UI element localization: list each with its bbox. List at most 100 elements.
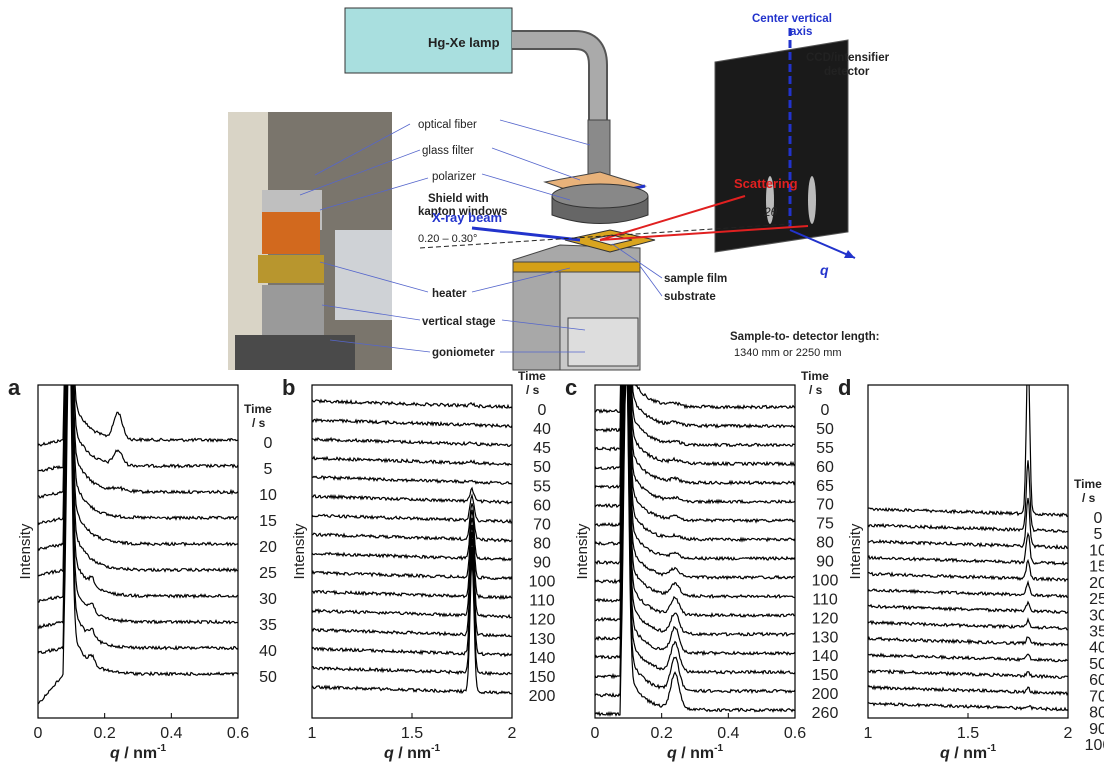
time-header: Time <box>518 369 546 383</box>
x-tick-label: 1.5 <box>401 725 423 742</box>
x-tick-label: 0 <box>34 725 43 742</box>
x-axis-label: q / nm-1 <box>667 743 723 762</box>
y-axis-label: Intensity <box>291 523 308 579</box>
spectrum-curve <box>38 292 238 654</box>
time-label: 90 <box>533 555 551 572</box>
time-label: 140 <box>812 648 839 665</box>
spectrum-curve <box>868 602 1068 613</box>
time-label: 80 <box>816 535 834 552</box>
time-label: 140 <box>529 650 556 667</box>
x-label-unit: / nm <box>120 745 157 762</box>
label: 1340 mm or 2250 mm <box>734 347 842 359</box>
time-label: 35 <box>259 617 277 634</box>
time-label: 55 <box>816 440 834 457</box>
x-label-exponent: -1 <box>987 743 996 754</box>
time-label: 40 <box>1089 640 1104 657</box>
time-label: 90 <box>816 554 834 571</box>
x-tick-label: 1 <box>864 725 873 742</box>
label: Sample-to- detector length: <box>730 331 880 343</box>
spectrum-panel: bIntensity11.52q / nm-1Time/ s0404550556… <box>282 369 555 762</box>
figure: Hg-Xe lamp optical fiber glass filter po… <box>0 0 1104 783</box>
label: CCD/intensifier <box>806 52 890 64</box>
photo-detail <box>235 335 355 370</box>
label: Center vertical <box>752 13 832 25</box>
time-label: 35 <box>1089 624 1104 641</box>
label: Shield with <box>428 193 489 205</box>
x-tick-label: 1.5 <box>957 725 979 742</box>
label: q <box>820 262 829 278</box>
label: optical fiber <box>418 119 477 131</box>
time-label: 20 <box>1089 575 1104 592</box>
x-label-symbol: q <box>384 745 394 762</box>
time-label: 55 <box>533 478 551 495</box>
leader-line <box>482 174 570 200</box>
time-label: 15 <box>1089 559 1104 576</box>
spectrum-curve <box>868 637 1068 645</box>
heater-layer <box>513 262 640 272</box>
plot-frame <box>312 385 512 718</box>
plot-frame <box>38 385 238 718</box>
time-label: 120 <box>529 612 556 629</box>
label: axis <box>790 26 812 38</box>
time-label: 50 <box>533 459 551 476</box>
plot-frame <box>868 385 1068 718</box>
y-axis-label: Intensity <box>17 523 34 579</box>
time-label: 30 <box>1089 607 1104 624</box>
label: 2θ <box>763 205 778 219</box>
photo-detail <box>258 255 324 283</box>
fiber-end <box>588 120 610 175</box>
time-header: / s <box>526 383 540 397</box>
fiber <box>512 40 598 125</box>
time-label: 50 <box>259 669 277 686</box>
panels: aIntensity00.20.40.6q / nm-1Time/ s05101… <box>8 59 1104 762</box>
time-label: 100 <box>529 574 556 591</box>
time-label: 0 <box>1094 510 1103 527</box>
time-label: 0 <box>821 402 830 419</box>
spectrum-curve <box>868 498 1068 549</box>
panel-label: d <box>838 375 851 400</box>
time-label: 260 <box>812 705 839 722</box>
panel-label: b <box>282 375 295 400</box>
goniometer-part <box>568 318 638 366</box>
time-label: 200 <box>812 686 839 703</box>
spectrum-curve <box>312 476 512 484</box>
lamp-label: Hg-Xe lamp <box>428 35 500 50</box>
x-tick-label: 0 <box>591 725 600 742</box>
time-label: 70 <box>1089 688 1104 705</box>
label: substrate <box>664 291 716 303</box>
time-label: 60 <box>1089 672 1104 689</box>
spectrum-curve <box>312 457 512 466</box>
x-label-exponent: -1 <box>431 743 440 754</box>
time-label: 5 <box>264 461 273 478</box>
time-label: 120 <box>812 610 839 627</box>
spectrum-curve <box>312 438 512 446</box>
time-label: 100 <box>1085 737 1104 754</box>
time-header: Time <box>244 402 272 416</box>
time-label: 20 <box>259 539 277 556</box>
spectrum-curve <box>312 503 512 541</box>
x-label-unit: / nm <box>677 745 714 762</box>
spectrum-curve <box>38 161 238 524</box>
x-tick-label: 2 <box>1064 725 1073 742</box>
photo-detail <box>262 212 320 254</box>
time-label: 110 <box>812 591 838 608</box>
y-axis-label: Intensity <box>847 523 864 579</box>
x-tick-label: 0.2 <box>94 725 116 742</box>
x-axis-label: q / nm-1 <box>110 743 166 762</box>
time-label: 45 <box>533 440 551 457</box>
x-tick-label: 0.4 <box>160 725 182 742</box>
x-tick-label: 0.4 <box>717 725 739 742</box>
time-header: / s <box>252 416 266 430</box>
time-label: 15 <box>259 513 277 530</box>
time-label: 130 <box>812 629 839 646</box>
y-axis-label: Intensity <box>574 523 591 579</box>
x-tick-label: 0.6 <box>227 725 249 742</box>
x-label-symbol: q <box>940 745 950 762</box>
x-tick-label: 1 <box>308 725 317 742</box>
label: polarizer <box>432 171 476 183</box>
time-header: Time <box>801 369 829 383</box>
time-label: 65 <box>816 478 834 495</box>
spectrum-curve <box>868 686 1068 695</box>
time-label: 25 <box>259 565 277 582</box>
time-label: 50 <box>816 421 834 438</box>
